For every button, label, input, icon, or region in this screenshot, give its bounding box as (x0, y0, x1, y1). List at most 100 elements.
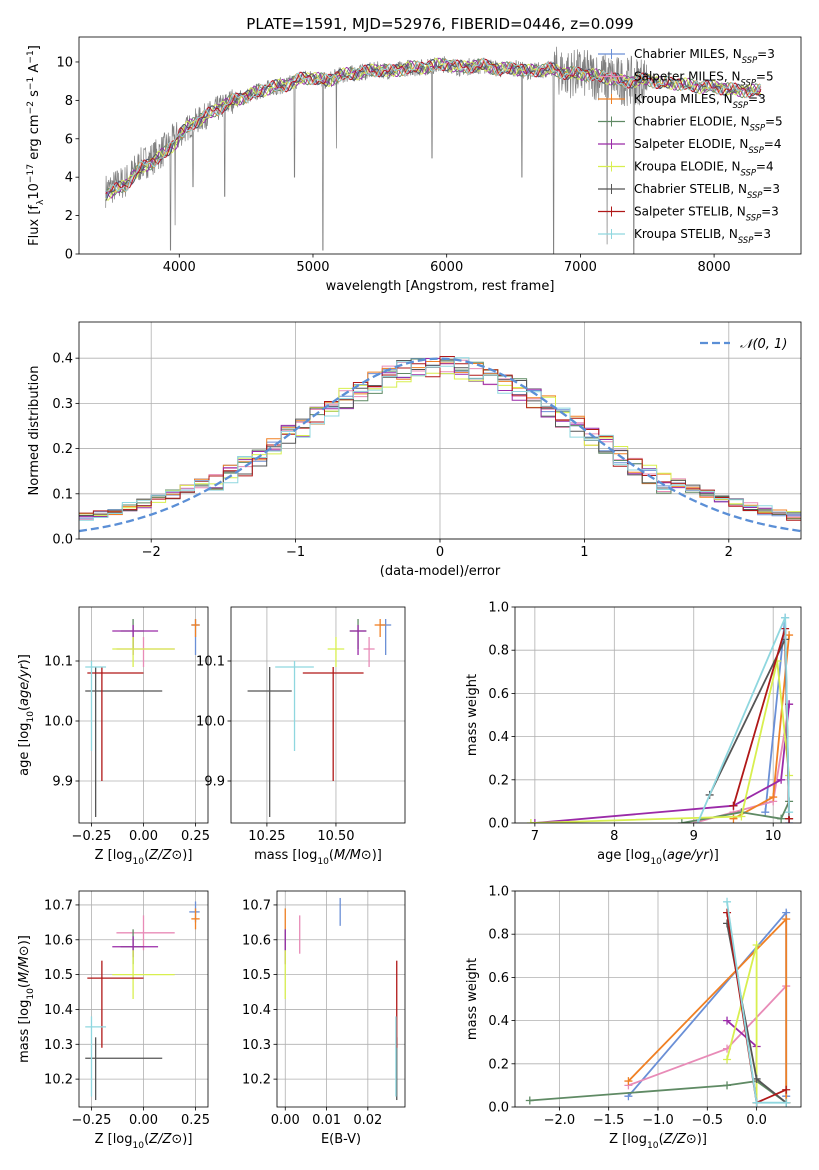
spectrum-model-line (105, 58, 761, 193)
mass-weight-marker (526, 819, 535, 823)
mass-weight-marker (737, 812, 746, 821)
axes-frame (78, 36, 802, 255)
y-tick-label: 10.4 (44, 1003, 73, 1018)
x-tick-label: 7000 (564, 260, 597, 275)
axes-massweight_vs_Z: −2.0 −1.5 −1.0 −0.5 0.0 0.0 0.2 0.4 0.6 0.8 1.0 Z [… (465, 885, 802, 1151)
y-tick-label: 8 (65, 94, 73, 109)
residual-legend: 𝒩(0, 1) (700, 337, 787, 352)
mass-weight-marker (785, 631, 794, 640)
x-tick-label: 0.02 (353, 1113, 382, 1128)
mass-weight-marker (723, 1081, 732, 1090)
legend-label: 𝒩(0, 1) (740, 337, 787, 352)
mass-weight-marker (782, 1085, 791, 1094)
plot-area-age_vs_mass (247, 619, 392, 817)
x-axis-label: age [log10(age/yr)] (597, 848, 719, 867)
mass-weight-marker (785, 808, 794, 817)
legend-label: Chabrier ELODIE, NSSP=5 (634, 115, 783, 133)
x-tick-label: 6000 (430, 260, 463, 275)
mass-weight-marker (777, 775, 786, 784)
x-tick-label: 10.25 (248, 829, 285, 844)
spectrum-legend: Chabrier MILES, NSSP=3 Salpeter MILES, NS… (598, 47, 783, 245)
legend-label: Kroupa ELODIE, NSSP=4 (634, 160, 774, 178)
y-tick-label: 0.2 (488, 773, 509, 788)
mass-weight-line (534, 704, 790, 823)
x-tick-label: 8 (610, 829, 618, 844)
axes-spectrum: 4000 5000 6000 7000 8000 0 2 4 6 8 10 wavelength [A… (26, 36, 802, 294)
axes-frame (514, 606, 802, 824)
x-tick-label: −2.0 (544, 1113, 576, 1128)
x-tick-label: −0.5 (692, 1113, 724, 1128)
mass-weight-marker (782, 1098, 791, 1107)
plot-area-residuals (79, 356, 801, 533)
x-tick-label: 0.00 (271, 1113, 300, 1128)
y-tick-label: 10.1 (44, 655, 73, 670)
y-tick-label: 10.4 (242, 1003, 271, 1018)
mass-weight-marker (723, 1055, 732, 1064)
mass-weight-marker (723, 908, 732, 917)
mass-weight-marker (777, 814, 786, 823)
y-axis-label: age [log10(age/yr)] (17, 654, 36, 776)
spectrum-model-line (105, 57, 762, 201)
x-tick-label: 4000 (163, 260, 196, 275)
residual-histogram (79, 357, 801, 521)
y-tick-label: 0.0 (488, 1101, 509, 1116)
plot-area-mass_vs_Z (85, 901, 200, 1101)
y-tick-label: 0.0 (52, 533, 73, 548)
x-tick-label: 0.25 (181, 829, 210, 844)
spectrum-model-line (105, 58, 762, 195)
x-tick-label: 0.01 (312, 1113, 341, 1128)
y-tick-label: 2 (65, 209, 73, 224)
x-tick-label: −1 (286, 545, 305, 560)
y-tick-label: 0.0 (488, 817, 509, 832)
mass-weight-marker (761, 808, 770, 817)
y-tick-label: 1.0 (488, 601, 509, 616)
x-tick-label: −2 (142, 545, 161, 560)
x-tick-label: 10.50 (317, 829, 354, 844)
mass-weight-marker (723, 1016, 732, 1025)
mass-weight-marker (781, 613, 790, 622)
y-tick-label: 10.0 (196, 715, 225, 730)
axes-frame (276, 890, 406, 1108)
legend-label: Kroupa STELIB, NSSP=3 (634, 227, 771, 245)
x-tick-label: 0.0 (746, 1113, 767, 1128)
x-tick-label: 2 (725, 545, 733, 560)
mass-weight-marker (525, 1096, 534, 1105)
x-tick-label: 8000 (698, 260, 731, 275)
plot-area-age_vs_Z (85, 619, 200, 817)
x-tick-label: 10 (765, 829, 782, 844)
x-tick-label: 1 (580, 545, 588, 560)
normal-curve (79, 357, 801, 533)
mass-weight-marker (729, 801, 738, 810)
y-tick-label: 10.2 (44, 1073, 73, 1088)
plot-area-spectrum (105, 46, 762, 254)
x-tick-label: 0.25 (181, 1113, 210, 1128)
axes-age_vs_Z: −0.25 0.00 0.25 9.9 10.0 10.1 Z [log10(Z/Z⊙)] a… (17, 606, 210, 867)
axes-mass_vs_Z: −0.25 0.00 0.25 10.2 10.3 10.4 10.5 10.6 10.7 Z [… (17, 890, 210, 1151)
x-tick-label: −0.25 (72, 829, 112, 844)
x-axis-label: E(B-V) (321, 1132, 361, 1147)
mass-weight-marker (693, 819, 702, 823)
y-tick-label: 9.9 (52, 775, 73, 790)
x-tick-label: 0 (436, 545, 444, 560)
x-tick-label: −0.25 (72, 1113, 112, 1128)
mass-weight-marker (752, 1098, 761, 1107)
y-tick-label: 10.6 (242, 933, 271, 948)
axes-mass_vs_ebv: 0.00 0.01 0.02 10.2 10.3 10.4 10.5 10.6 10.7 E(B-… (242, 890, 406, 1147)
spectrum-model-line (105, 58, 762, 202)
y-tick-label: 0.6 (488, 687, 509, 702)
x-axis-label: Z [log10(Z/Z⊙)] (95, 848, 193, 867)
y-tick-label: 10 (56, 55, 73, 70)
mass-weight-line (726, 1019, 758, 1103)
mass-weight-marker (769, 793, 778, 802)
legend-label: Salpeter ELODIE, NSSP=4 (634, 137, 782, 155)
plot-area-mass_vs_ebv (284, 897, 398, 1101)
legend-label: Salpeter MILES, NSSP=5 (634, 70, 774, 88)
y-axis-label: mass weight (465, 958, 480, 1040)
plot-area-massweight_vs_Z (525, 897, 791, 1107)
x-axis-label: Z [log10(Z/Z⊙)] (95, 1132, 193, 1151)
y-axis-label: mass [log10(M/M⊙)] (17, 935, 36, 1063)
y-tick-label: 0.1 (52, 487, 73, 502)
y-tick-label: 10.0 (44, 715, 73, 730)
